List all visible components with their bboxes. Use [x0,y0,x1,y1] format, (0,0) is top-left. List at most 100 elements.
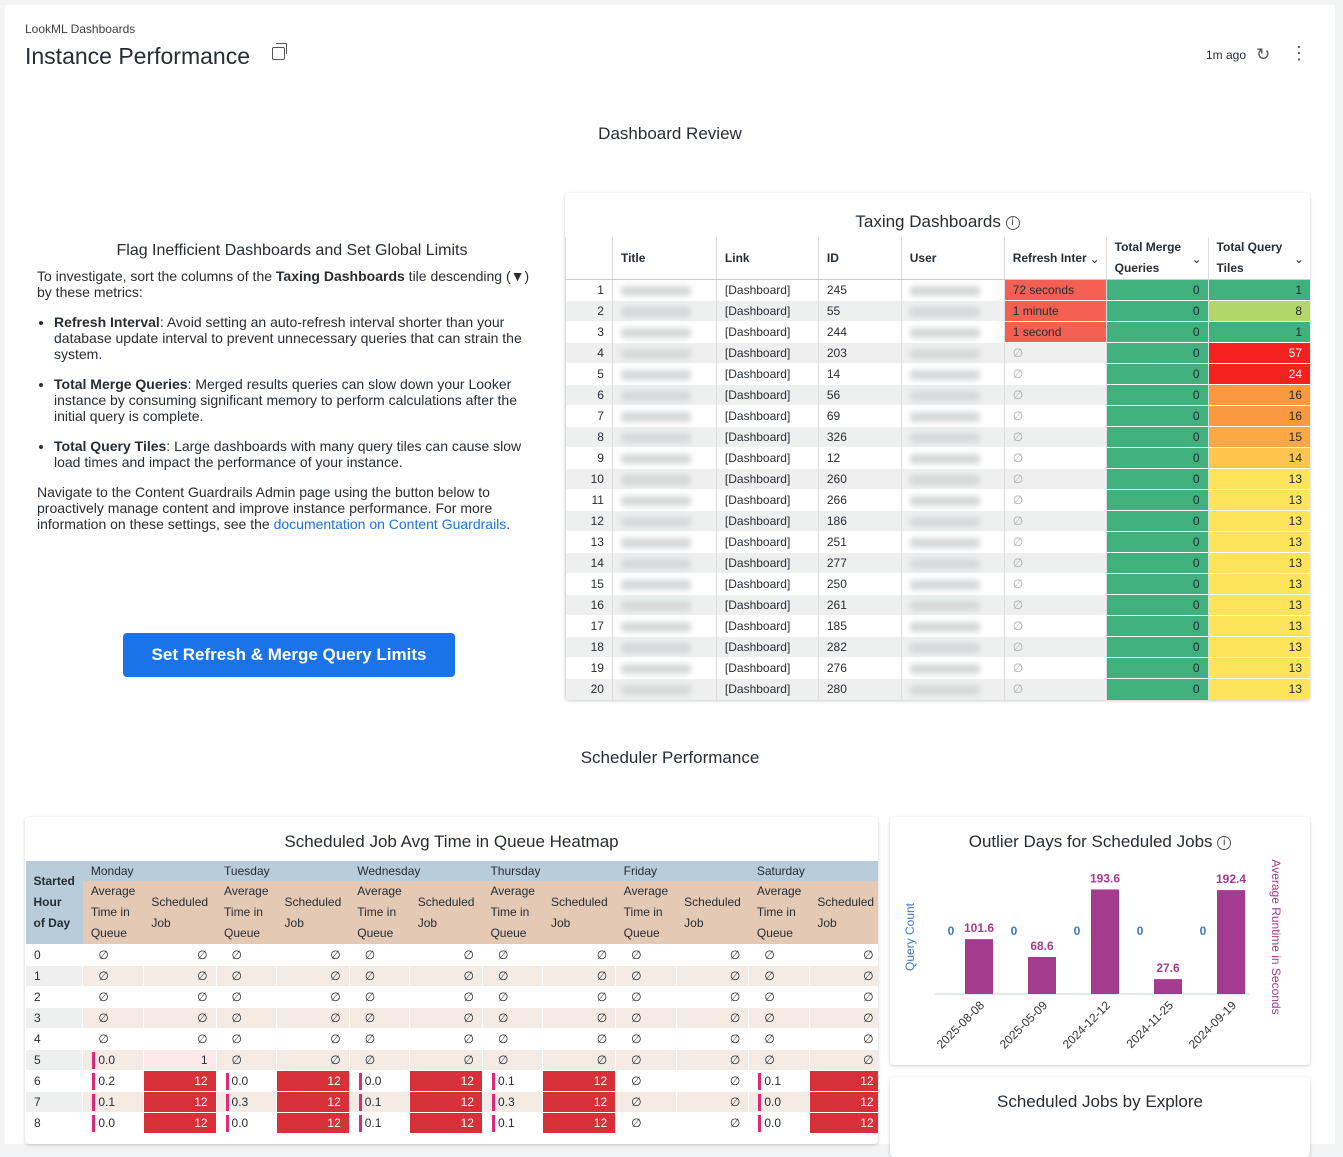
documentation-link[interactable]: documentation on Content Guardrails [273,516,507,532]
title-cell (redacted) [611,573,717,595]
dashboard-link[interactable]: [Dashboard] [715,447,819,469]
dashboard-link[interactable]: [Dashboard] [715,678,819,700]
more-options-icon[interactable]: ⋮ [1290,43,1308,63]
scheduled-job-cell: 12 [276,1112,350,1134]
column-header-total-query-tiles[interactable]: Total Query Tiles ⌄ [1207,237,1310,280]
scheduled-job-cell: ∅ [409,986,483,1008]
table-row: 18 [Dashboard] 282 ∅ 0 13 [565,636,1310,658]
info-icon[interactable]: i [1217,835,1232,850]
redacted-text [620,411,691,422]
avg-time-cell: ∅ [481,944,544,966]
row-number: 5 [565,363,613,385]
refresh-interval: ∅ [1003,447,1107,469]
scheduled-job-cell: ∅ [542,1049,617,1071]
info-icon[interactable]: i [1005,215,1020,230]
refresh-icon[interactable]: ↻ [1256,45,1271,64]
total-query-tiles: 13 [1207,678,1310,700]
avg-time-cell: ∅ [481,1049,544,1071]
avg-value: 0.0 [231,1116,249,1130]
avg-time-in-queue-header: Average Time in Queue [748,881,810,945]
dashboard-link[interactable]: [Dashboard] [715,531,819,553]
tile-title: Outlier Days for Scheduled Jobs i [890,832,1310,852]
redacted-text [620,621,691,632]
hour-cell: 0 [25,944,84,966]
title-cell (redacted) [611,531,717,553]
row-number: 4 [565,342,613,364]
redacted-text [909,621,980,632]
redacted-text [909,327,980,338]
scheduled-job-cell: ∅ [675,944,750,966]
guidance-term: Refresh Interval [54,314,160,330]
user-cell (redacted) [900,468,1005,490]
title-cell (redacted) [611,426,717,448]
dashboard-link[interactable]: [Dashboard] [715,363,819,385]
query-count-data-label: 0 [1074,924,1081,938]
title-cell (redacted) [611,468,717,490]
runtime-data-label: 101.6 [964,921,994,935]
redacted-text [909,453,980,464]
column-header-id[interactable]: ID [817,237,902,280]
avg-time-cell: 0.2 [82,1070,144,1092]
dashboard-link[interactable]: [Dashboard] [715,573,819,595]
dashboard-id: 186 [817,510,902,532]
avg-time-cell: 0.1 [481,1070,544,1092]
dashboard-link[interactable]: [Dashboard] [715,552,819,574]
avg-time-cell: ∅ [215,986,278,1008]
avg-time-cell: ∅ [215,965,278,987]
dashboard-link[interactable]: [Dashboard] [715,384,819,406]
guidance-text: : Avoid setting an auto-refresh interval… [54,314,522,362]
row-number: 13 [565,531,613,553]
dashboard-link[interactable]: [Dashboard] [715,594,819,616]
chevron-down-icon[interactable]: ⌄ [1293,252,1304,266]
day-header-monday: Monday [82,861,217,881]
dashboard-link[interactable]: [Dashboard] [715,405,819,427]
title-cell (redacted) [611,342,717,364]
column-header-link[interactable]: Link [715,237,819,280]
total-merge-queries: 0 [1105,573,1209,595]
avg-value: 0.1 [364,1116,382,1130]
dashboard-link[interactable]: [Dashboard] [715,657,819,679]
dashboard-link[interactable]: [Dashboard] [715,342,819,364]
title-cell (redacted) [611,447,717,469]
total-merge-queries: 0 [1105,426,1209,448]
dashboard-link[interactable]: [Dashboard] [715,615,819,637]
column-header-refresh-inter[interactable]: Refresh Inter ⌄ [1003,237,1107,280]
dashboard-id: 251 [817,531,902,553]
breadcrumb[interactable]: LookML Dashboards [25,22,136,36]
hour-cell: 4 [25,1028,84,1050]
value-bar [225,1094,229,1111]
column-header-title[interactable]: Title [611,237,717,280]
refresh-interval: ∅ [1003,531,1107,553]
redacted-text [620,285,691,296]
total-merge-queries: 0 [1105,300,1209,322]
scheduled-job-cell: ∅ [276,944,350,966]
dashboard-link[interactable]: [Dashboard] [715,321,819,343]
redacted-text [909,663,980,674]
user-cell (redacted) [900,552,1005,574]
dashboard-link[interactable]: [Dashboard] [715,636,819,658]
chevron-down-icon[interactable]: ⌄ [1089,252,1100,266]
column-header-total-merge-queries[interactable]: Total Merge Queries ⌄ [1105,237,1209,280]
avg-time-cell: 0.0 [82,1112,144,1134]
dashboard-link[interactable]: [Dashboard] [715,489,819,511]
value-bar [358,1115,362,1132]
avg-time-cell: 0.0 [215,1070,278,1092]
scheduled-job-header: Scheduled Job [143,881,217,945]
dashboard-link[interactable]: [Dashboard] [715,279,819,301]
redacted-text [909,411,980,422]
dashboard-link[interactable]: [Dashboard] [715,426,819,448]
set-limits-button[interactable]: Set Refresh & Merge Query Limits [123,633,455,677]
dashboard-link[interactable]: [Dashboard] [715,300,819,322]
user-cell (redacted) [900,636,1005,658]
dashboard-link[interactable]: [Dashboard] [715,468,819,490]
column-header-user[interactable]: User [900,237,1005,280]
chevron-down-icon[interactable]: ⌄ [1191,252,1202,266]
total-query-tiles: 14 [1207,447,1310,469]
redacted-text [909,558,980,569]
hour-of-day-header[interactable]: Started Hour of Day [25,861,83,945]
column-label: Link [724,250,750,265]
dashboard-link[interactable]: [Dashboard] [715,510,819,532]
x-tick-label: 2024-09-19 [1186,998,1240,1052]
refresh-interval: ∅ [1003,510,1107,532]
open-external-icon[interactable] [272,43,287,60]
